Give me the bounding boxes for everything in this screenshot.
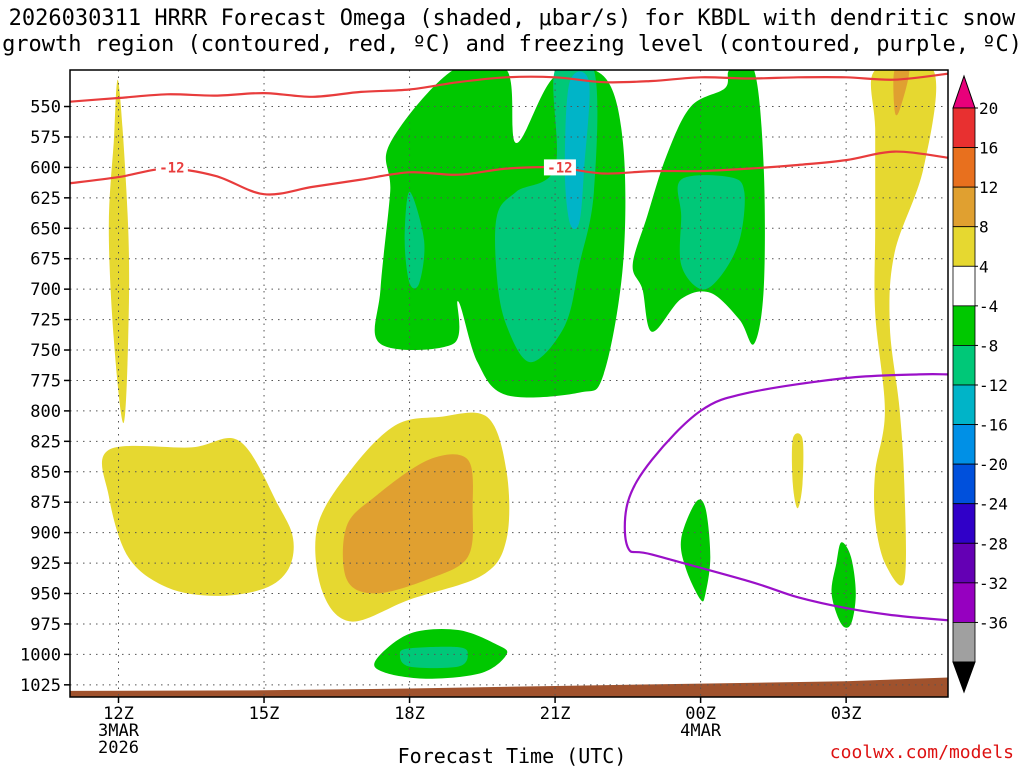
colorbar-segment-13 [952,582,976,623]
x-tick-label-21Z: 21Z [540,704,571,724]
x-tick-label-18Z: 18Z [394,704,425,724]
omega-region--4-13 [680,499,711,602]
colorbar-segment-8 [952,384,976,425]
omega-region-8-3 [342,454,473,594]
y-tick-label-750: 750 [30,341,61,361]
y-tick-label-850: 850 [30,463,61,483]
colorbar-segment-12 [952,542,976,584]
omega-region--8-8 [404,191,425,289]
y-tick-label-575: 575 [30,128,61,148]
y-tick-label-675: 675 [30,250,61,270]
colorbar-label-9: -20 [979,455,1008,474]
y-tick-label-900: 900 [30,524,61,544]
y-tick-label-975: 975 [30,615,61,635]
contour-lines: -12 -12 [70,72,948,622]
contour-label-bg-0 [155,159,188,176]
terrain-area [70,677,948,697]
contour-label-0: -12 [159,160,184,176]
colorbar-segment-14 [952,622,976,663]
omega-region-4-1 [101,437,294,596]
terrain-fill [70,677,948,697]
x-tick-label-00Z: 00Z [685,704,716,724]
omega-shaded-regions [101,70,937,679]
colorbar-label-11: -28 [979,534,1008,553]
plot-frame [69,69,949,698]
credit-text: coolwx.com/models [829,742,1014,763]
omega-region-4-5 [870,70,937,586]
plot-border [69,69,949,698]
x-tick-label-12Z: 12Z [103,704,134,724]
y-tick-label-700: 700 [30,280,61,300]
colorbar-top-triangle [952,74,976,109]
x-tick-sublabel2-12Z: 2026 [98,738,139,758]
y-tick-label-925: 925 [30,554,61,574]
colorbar-label-10: -24 [979,495,1008,514]
colorbar-segment-2 [952,147,976,188]
x-tick-sublabel-00Z: 4MAR [680,721,722,741]
dgz-lower-contour [70,150,948,196]
y-tick-label-775: 775 [30,371,61,391]
colorbar-segment-3 [952,186,976,228]
y-tick-label-725: 725 [30,311,61,331]
colorbar-label-1: 16 [979,139,998,158]
contour-label-bg-1 [543,159,576,176]
colorbar-label-8: -16 [979,416,1008,435]
omega-region--4-14 [831,542,856,628]
y-tick-label-1000: 1000 [20,645,61,665]
y-tick-label-825: 825 [30,432,61,452]
colorbar-label-0: 20 [979,99,998,118]
y-tick-label-950: 950 [30,585,61,605]
y-tick-label-800: 800 [30,402,61,422]
colorbar-label-3: 8 [979,218,989,237]
freezing-level-contour [623,373,948,622]
colorbar-segment-9 [952,424,976,465]
contour-label-1: -12 [547,160,572,176]
colorbar-label-12: -32 [979,574,1008,593]
colorbar-segment-10 [952,463,976,505]
x-tick-sublabel-12Z: 3MAR [98,721,140,741]
chart-title-line-1: 2026030311 HRRR Forecast Omega (shaded, … [8,6,1016,31]
colorbar-label-7: -12 [979,376,1008,395]
y-tick-label-650: 650 [30,219,61,239]
colorbar-segment-5 [952,265,976,307]
y-tick-label-1025: 1025 [20,676,61,696]
colorbar-segment-11 [952,503,976,544]
x-tick-label-03Z: 03Z [831,704,862,724]
colorbar-label-5: -4 [979,297,998,316]
x-axis-label: Forecast Time (UTC) [397,744,627,768]
colorbar: 20 16 12 8 4 -4 -8 -12 -16 -20 -24 -28 -32 -36 [952,74,1008,694]
colorbar-segment-7 [952,345,976,386]
omega-region-8-6 [893,70,910,116]
omega-region--12-10 [564,71,590,230]
colorbar-bottom-triangle [952,661,976,694]
colorbar-label-13: -36 [979,613,1008,632]
y-tick-label-875: 875 [30,493,61,513]
dgz-upper-contour [70,72,948,103]
colorbar-label-4: 4 [979,257,989,276]
colorbar-segment-6 [952,305,976,346]
x-tick-label-15Z: 15Z [249,704,280,724]
omega-region-4-4 [791,433,804,509]
y-tick-label-600: 600 [30,158,61,178]
colorbar-label-6: -8 [979,336,998,355]
y-axis: 550 575 600 625 650 675 700 725 750 775 800 825 850 8… [20,98,70,696]
y-tick-label-550: 550 [30,98,61,118]
colorbar-segment-1 [952,107,976,148]
chart-title-line-2: growth region (contoured, red, ºC) and f… [2,32,1022,57]
omega-region-4-0 [108,79,130,424]
colorbar-segment-4 [952,226,976,267]
omega-region--8-16 [399,646,468,669]
colorbar-label-2: 12 [979,178,998,197]
y-tick-label-625: 625 [30,189,61,209]
omega-region--8-12 [677,175,745,290]
